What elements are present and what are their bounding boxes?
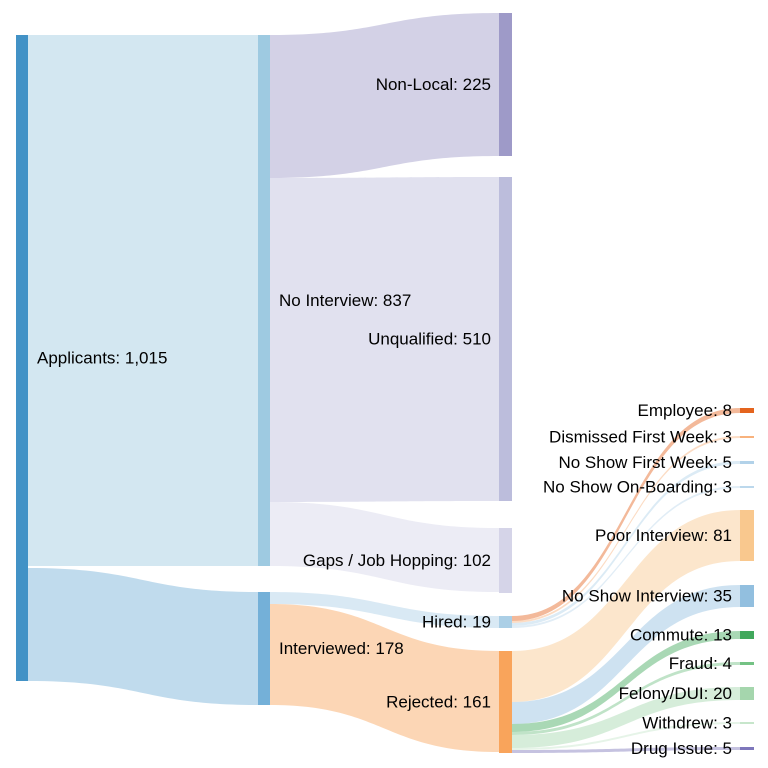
flow-interviewed-to-rejected[interactable] xyxy=(270,604,499,752)
flow-no_interview-to-unqualified[interactable] xyxy=(270,177,499,502)
flow-rejected-to-poor_interview[interactable] xyxy=(512,510,740,702)
node-unqualified[interactable] xyxy=(499,177,512,501)
node-label-felony_dui: Felony/DUI: 20 xyxy=(619,684,732,703)
flow-rejected-to-withdrew[interactable] xyxy=(512,722,740,750)
node-fraud[interactable] xyxy=(740,662,754,665)
node-label-applicants: Applicants: 1,015 xyxy=(37,349,167,368)
node-label-poor_interview: Poor Interview: 81 xyxy=(595,526,732,545)
flow-rejected-to-no_show_interview[interactable] xyxy=(512,585,740,724)
flow-hired-to-no_show_onboarding[interactable] xyxy=(512,486,740,628)
flow-hired-to-employee[interactable] xyxy=(512,408,740,621)
node-label-withdrew: Withdrew: 3 xyxy=(642,714,732,733)
flow-no_interview-to-gaps_job_hopping[interactable] xyxy=(270,502,499,592)
flow-hired-to-no_show_first_week[interactable] xyxy=(512,461,740,626)
node-commute[interactable] xyxy=(740,631,754,639)
node-no_interview[interactable] xyxy=(258,35,270,566)
node-no_show_first_week[interactable] xyxy=(740,461,754,464)
node-no_show_interview[interactable] xyxy=(740,585,754,607)
flow-hired-to-dismissed_first_week[interactable] xyxy=(512,436,740,623)
node-label-no_show_first_week: No Show First Week: 5 xyxy=(558,453,732,472)
flow-rejected-to-fraud[interactable] xyxy=(512,662,740,735)
node-rejected[interactable] xyxy=(499,651,512,753)
flow-applicants-to-interviewed[interactable] xyxy=(28,568,258,705)
node-label-no_show_interview: No Show Interview: 35 xyxy=(562,587,732,606)
flow-rejected-to-commute[interactable] xyxy=(512,631,740,732)
flow-rejected-to-felony_dui[interactable] xyxy=(512,687,740,748)
node-label-gaps_job_hopping: Gaps / Job Hopping: 102 xyxy=(303,551,491,570)
flow-interviewed-to-hired[interactable] xyxy=(270,592,499,628)
node-label-drug_issue: Drug Issue: 5 xyxy=(631,739,732,758)
node-label-unqualified: Unqualified: 510 xyxy=(368,330,491,349)
node-non_local[interactable] xyxy=(499,13,512,156)
node-withdrew[interactable] xyxy=(740,722,754,724)
node-label-rejected: Rejected: 161 xyxy=(386,693,491,712)
node-felony_dui[interactable] xyxy=(740,687,754,700)
node-label-no_show_onboarding: No Show On-Boarding: 3 xyxy=(543,478,732,497)
node-label-hired: Hired: 19 xyxy=(422,613,491,632)
node-applicants[interactable] xyxy=(16,35,28,681)
node-gaps_job_hopping[interactable] xyxy=(499,528,512,593)
node-label-dismissed_first_week: Dismissed First Week: 3 xyxy=(549,428,732,447)
node-label-non_local: Non-Local: 225 xyxy=(376,75,491,94)
node-dismissed_first_week[interactable] xyxy=(740,436,754,438)
node-label-fraud: Fraud: 4 xyxy=(669,654,732,673)
flow-rejected-to-drug_issue[interactable] xyxy=(512,747,740,753)
node-label-employee: Employee: 8 xyxy=(638,401,733,420)
node-interviewed[interactable] xyxy=(258,592,270,705)
node-label-interviewed: Interviewed: 178 xyxy=(279,639,404,658)
node-employee[interactable] xyxy=(740,408,754,413)
node-poor_interview[interactable] xyxy=(740,510,754,561)
node-hired[interactable] xyxy=(499,616,512,628)
flow-no_interview-to-non_local[interactable] xyxy=(270,13,499,178)
node-label-commute: Commute: 13 xyxy=(630,626,732,645)
node-drug_issue[interactable] xyxy=(740,747,754,750)
flow-applicants-to-no_interview[interactable] xyxy=(28,35,258,566)
node-no_show_onboarding[interactable] xyxy=(740,486,754,488)
node-label-no_interview: No Interview: 837 xyxy=(279,291,411,310)
